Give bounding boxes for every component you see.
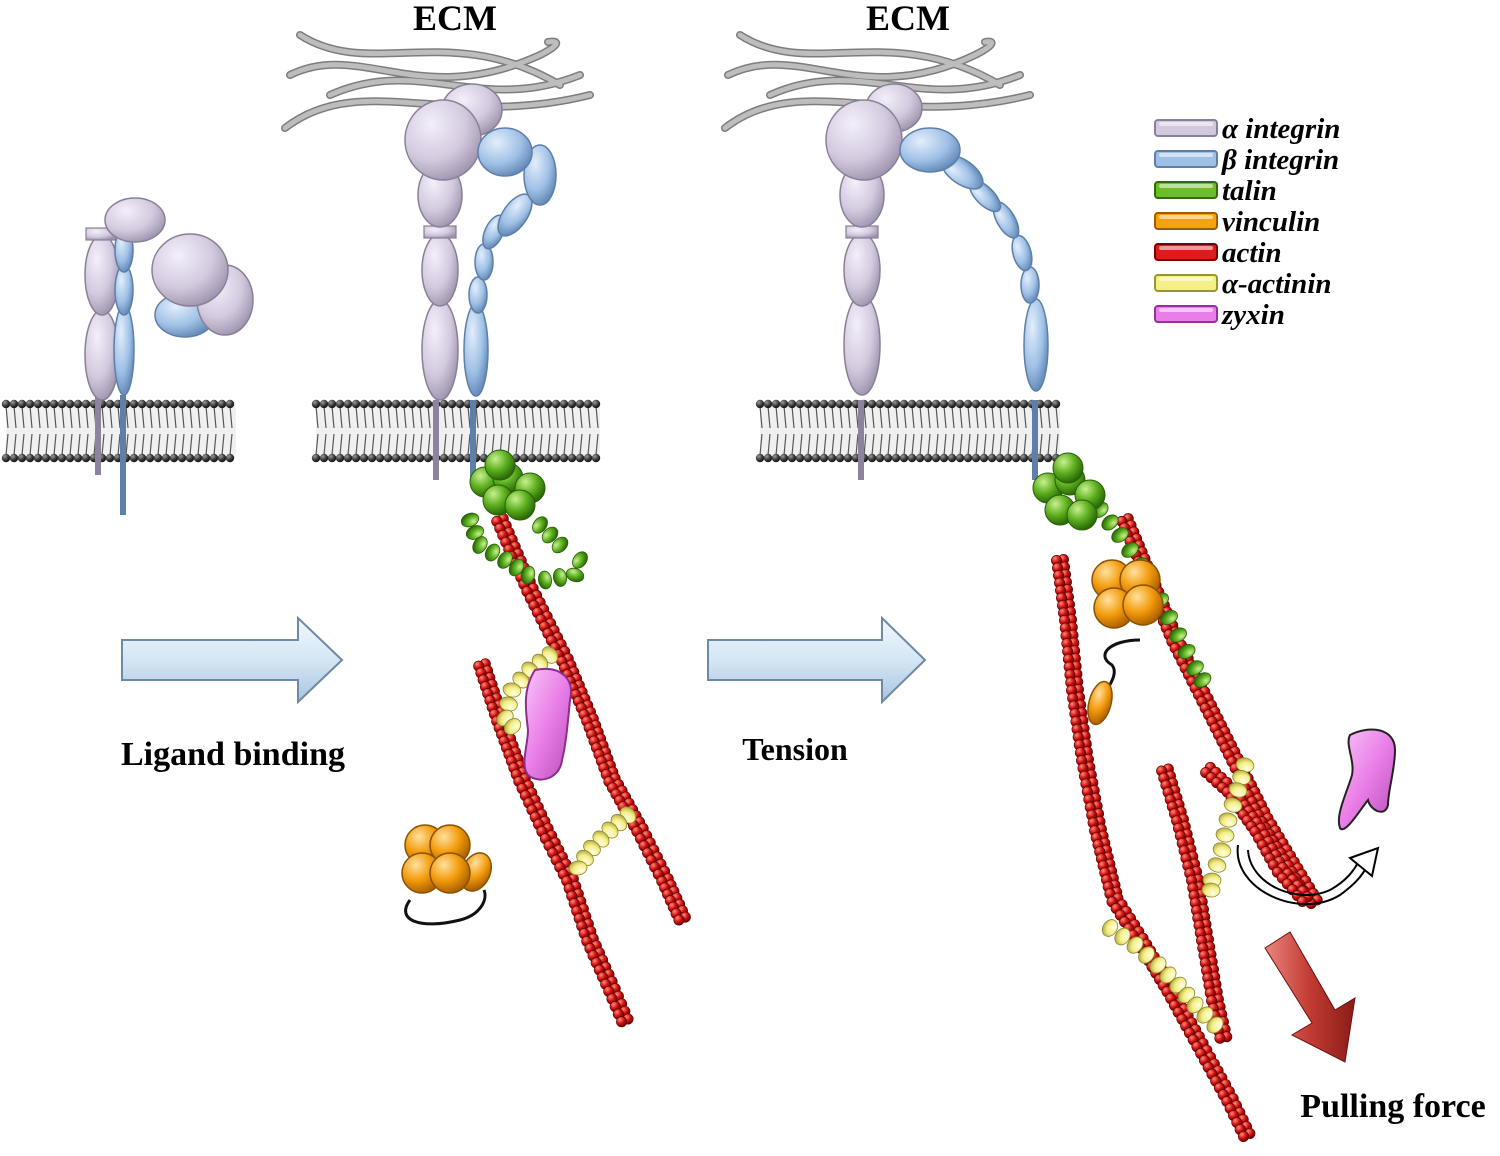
beta-egf-1 — [468, 276, 488, 314]
membrane-1 — [1, 399, 236, 463]
pulling-force-label: Pulling force — [1300, 1088, 1485, 1125]
zyxin-released — [1337, 728, 1397, 831]
zyxin-1 — [523, 667, 572, 781]
active-integrin-2 — [825, 83, 1049, 480]
release-arrow — [1236, 844, 1380, 906]
beta-i-domain — [477, 127, 533, 177]
ligand-binding-arrow — [121, 615, 344, 705]
pulling-force-arrow — [1264, 931, 1356, 1063]
talin-2 — [1032, 452, 1212, 688]
adhesion-complex-2 — [1032, 452, 1397, 1143]
alpha-leg-lower — [843, 294, 881, 396]
alpha-leg-upper — [843, 233, 881, 307]
tension-arrow — [707, 615, 927, 705]
legend-item: vinculin — [1154, 206, 1320, 238]
legend-label: zyxin — [1221, 299, 1285, 331]
beta-transmembrane — [120, 395, 126, 515]
ecm-fibers-1 — [281, 31, 594, 132]
membrane-2 — [311, 399, 601, 463]
beta-egf-1 — [1020, 266, 1040, 304]
legend-label: talin — [1222, 175, 1277, 207]
beta-egf-2 — [474, 243, 494, 281]
legend-item: β integrin — [1154, 144, 1339, 176]
legend-item: talin — [1154, 175, 1277, 207]
alpha-thigh — [104, 197, 166, 243]
alpha-genu — [423, 225, 457, 239]
vinculin-inactive — [401, 824, 492, 926]
alpha-genu — [845, 225, 879, 239]
legend-label: α integrin — [1222, 113, 1340, 145]
alpha-leg-upper — [421, 233, 459, 307]
tension-label: Tension — [742, 731, 848, 767]
alpha-transmembrane — [433, 400, 439, 480]
inactive-integrin — [1, 197, 254, 515]
alpha-actinin-2a — [1201, 757, 1255, 898]
legend-label: β integrin — [1221, 144, 1339, 176]
alpha-actinin-1a — [496, 646, 559, 735]
beta-i-domain — [899, 127, 961, 173]
actin-filament-2c — [1156, 763, 1233, 1044]
legend-item: α integrin — [1154, 113, 1340, 145]
beta-transmembrane — [1032, 400, 1038, 480]
alpha-transmembrane — [858, 400, 864, 480]
legend-label: actin — [1222, 237, 1282, 269]
beta-leg-lower — [113, 304, 135, 396]
legend-label: α-actinin — [1222, 268, 1332, 300]
alpha-propeller — [825, 99, 903, 181]
legend-item: zyxin — [1154, 299, 1285, 331]
ecm-label-1: ECM — [413, 0, 497, 38]
legend-item: α-actinin — [1154, 268, 1332, 300]
alpha-head — [151, 233, 229, 307]
ecm-label-2: ECM — [866, 0, 950, 38]
talin-1 — [460, 449, 588, 590]
beta-tail-lower — [463, 303, 489, 397]
alpha-actinin-1b — [568, 806, 637, 876]
adhesion-complex-1 — [460, 449, 691, 1028]
alpha-leg-lower — [421, 299, 459, 401]
beta-psi — [523, 144, 557, 206]
active-integrin-1 — [404, 83, 557, 480]
alpha-propeller — [404, 99, 482, 181]
legend-label: vinculin — [1222, 206, 1320, 238]
alpha-leg-upper — [84, 234, 120, 316]
ligand-binding-label: Ligand binding — [121, 736, 345, 773]
alpha-actinin-2b — [1101, 919, 1224, 1034]
beta-tail-lower — [1023, 298, 1049, 392]
legend-item: actin — [1154, 237, 1282, 269]
vinculin-active — [1087, 559, 1164, 726]
beta-transmembrane — [470, 400, 476, 480]
membrane-3 — [755, 399, 1061, 463]
alpha-transmembrane — [95, 395, 101, 475]
actin-filament-1b — [473, 658, 634, 1028]
